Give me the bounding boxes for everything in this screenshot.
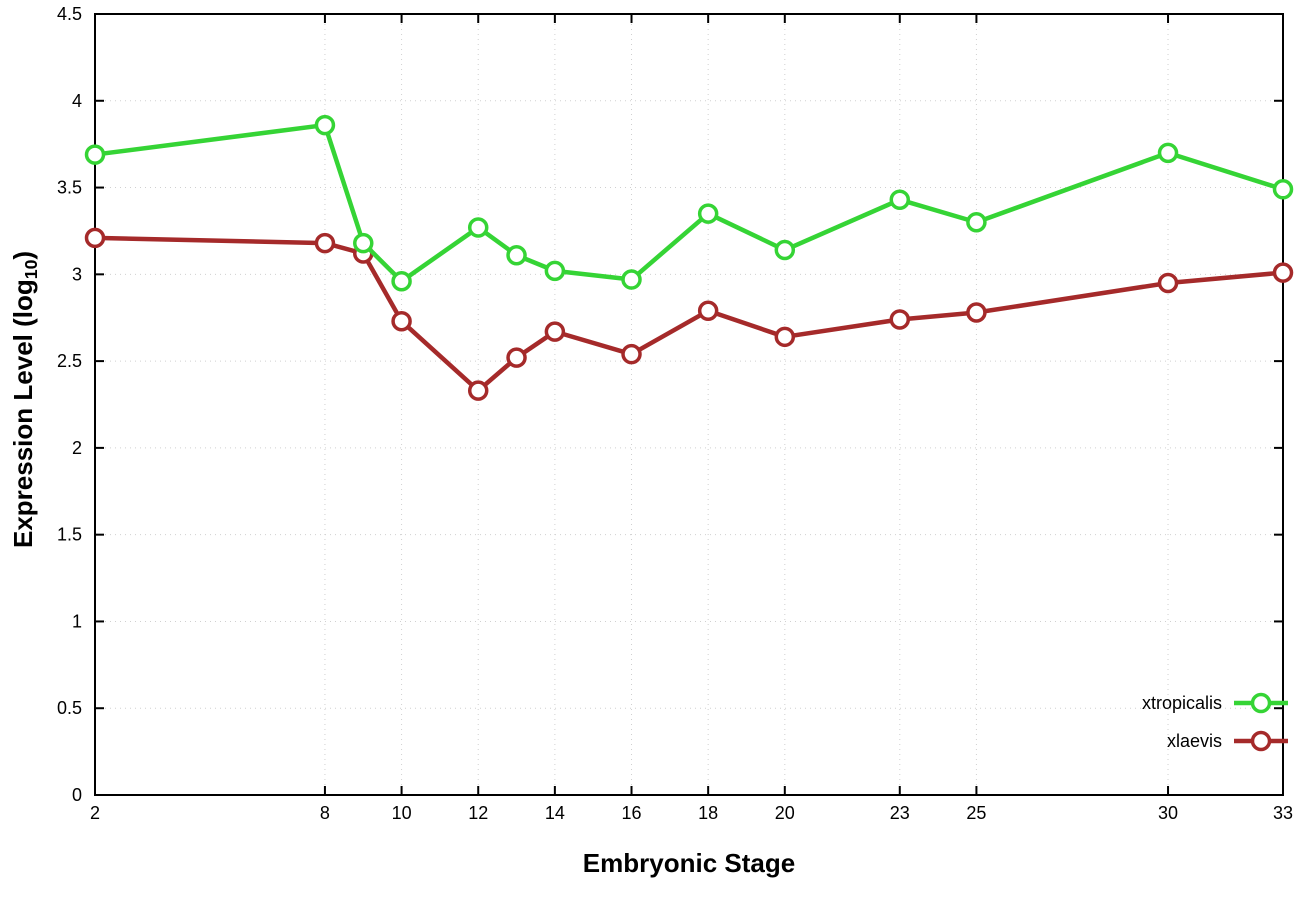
x-tick-label: 20 xyxy=(775,803,795,823)
series-line-xtropicalis xyxy=(92,122,1286,284)
data-point-xlaevis xyxy=(391,310,412,332)
x-tick-label: 23 xyxy=(890,803,910,823)
data-point-xtropicalis xyxy=(774,239,796,261)
x-tick-label: 16 xyxy=(622,803,642,823)
data-point-xtropicalis xyxy=(1157,142,1179,164)
x-axis-label: Embryonic Stage xyxy=(582,848,796,878)
x-tick-label: 12 xyxy=(468,803,488,823)
x-tick-label: 8 xyxy=(320,803,330,823)
data-point-xlaevis xyxy=(84,227,106,249)
data-point-xlaevis xyxy=(506,347,527,368)
data-point-xtropicalis xyxy=(544,260,566,282)
data-point-xtropicalis xyxy=(697,203,719,224)
legend-sample-marker xyxy=(1250,730,1272,752)
y-axis-label-end: ) xyxy=(8,250,38,260)
y-tick-label: 4 xyxy=(72,91,82,111)
x-tick-label: 18 xyxy=(698,803,718,823)
data-point-xlaevis xyxy=(1272,262,1294,283)
data-point-xlaevis xyxy=(1157,272,1179,294)
legend-item-xlaevis: xlaevis xyxy=(1167,722,1290,760)
data-point-xtropicalis xyxy=(353,232,374,254)
data-point-xlaevis xyxy=(621,343,642,365)
y-tick-label: 2 xyxy=(72,438,82,458)
y-tick-label: 3.5 xyxy=(57,178,82,198)
data-point-xtropicalis xyxy=(1272,179,1294,200)
legend-sample-xlaevis xyxy=(1234,730,1288,752)
data-point-xlaevis xyxy=(774,326,796,348)
y-tick-label: 0.5 xyxy=(57,698,82,718)
x-tick-label: 10 xyxy=(392,803,412,823)
data-point-xlaevis xyxy=(966,302,987,323)
series-line-xlaevis xyxy=(92,235,1286,393)
data-point-xtropicalis xyxy=(889,189,911,210)
x-tick-label: 25 xyxy=(966,803,986,823)
data-point-xtropicalis xyxy=(467,217,489,238)
legend-label-xtropicalis: xtropicalis xyxy=(1141,692,1222,713)
data-point-xtropicalis xyxy=(621,269,642,290)
data-point-xtropicalis xyxy=(506,244,527,266)
y-tick-label: 0 xyxy=(72,785,82,805)
data-point-xtropicalis xyxy=(84,144,106,165)
legend: xtropicalis xlaevis xyxy=(1142,684,1290,760)
y-axis-label-subscript: 10 xyxy=(20,259,41,280)
legend-sample-xtropicalis xyxy=(1234,692,1288,714)
data-point-xlaevis xyxy=(544,321,566,342)
plot-border xyxy=(94,13,1284,796)
data-point-xlaevis xyxy=(467,380,489,401)
data-point-xlaevis xyxy=(889,309,911,330)
data-point-xtropicalis xyxy=(391,271,412,292)
y-tick-label: 2.5 xyxy=(57,351,82,371)
y-axis-label-main: Expression Level (log xyxy=(8,279,38,548)
legend-item-xtropicalis: xtropicalis xyxy=(1142,684,1290,722)
data-point-xtropicalis xyxy=(314,114,336,136)
x-tick-label: 14 xyxy=(545,803,565,823)
legend-label-xlaevis: xlaevis xyxy=(1166,730,1222,751)
data-point-xtropicalis xyxy=(966,212,987,233)
x-tick-label: 30 xyxy=(1158,803,1178,823)
y-tick-label: 3 xyxy=(72,264,82,284)
x-tick-label: 2 xyxy=(90,803,100,823)
legend-sample-marker xyxy=(1250,692,1272,714)
data-point-xlaevis xyxy=(697,300,719,322)
y-tick-label: 1.5 xyxy=(57,525,82,545)
data-point-xlaevis xyxy=(314,232,336,254)
y-tick-label: 1 xyxy=(72,611,82,631)
y-axis-label: Expression Level (log10) xyxy=(8,251,42,548)
y-tick-label: 4.5 xyxy=(57,4,82,24)
x-tick-label: 33 xyxy=(1273,803,1293,823)
